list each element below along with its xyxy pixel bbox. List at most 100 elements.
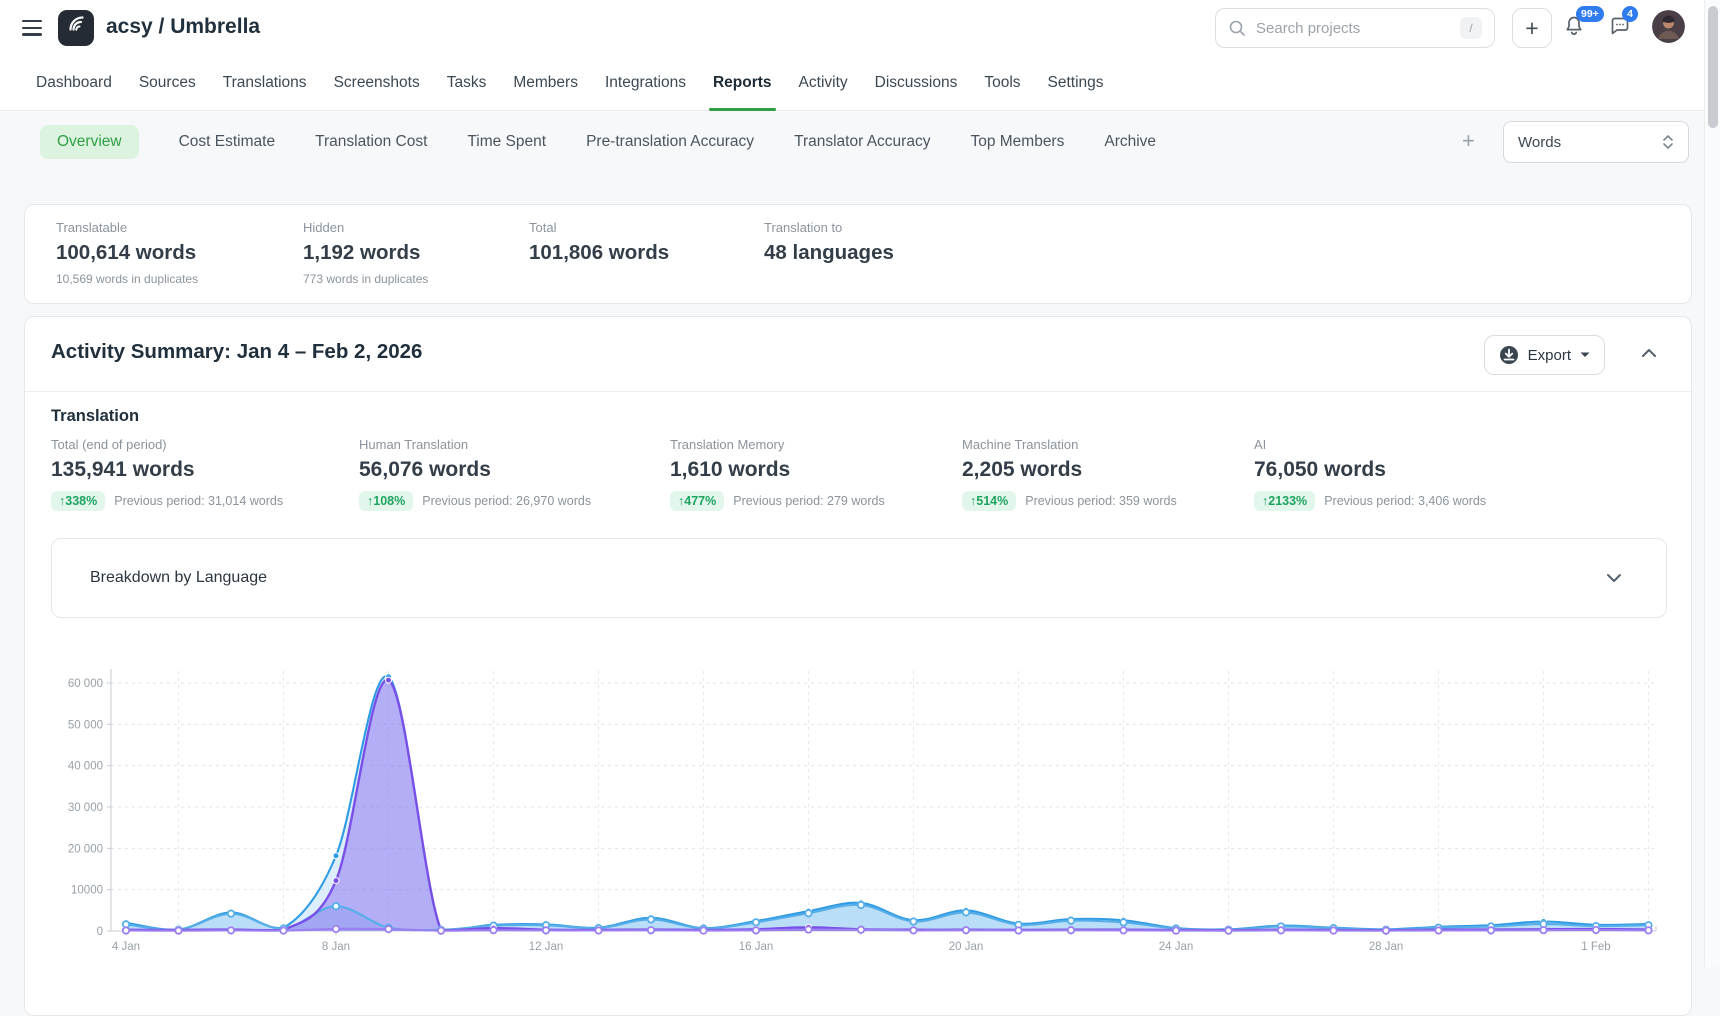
trend-badge: ↑477% xyxy=(670,491,725,511)
nav-tab-tasks[interactable]: Tasks xyxy=(446,74,487,91)
nav-tab-settings[interactable]: Settings xyxy=(1047,74,1104,91)
unit-selector-value: Words xyxy=(1518,133,1562,151)
svg-text:50 000: 50 000 xyxy=(68,719,103,731)
export-button[interactable]: Export xyxy=(1483,335,1605,375)
search-icon xyxy=(1229,20,1245,36)
nav-tab-activity[interactable]: Activity xyxy=(798,74,848,91)
metric-trend-row: ↑2133% Previous period: 3,406 words xyxy=(1254,491,1486,511)
metric-trend-row: ↑338% Previous period: 31,014 words xyxy=(51,491,359,511)
svg-text:60 000: 60 000 xyxy=(68,678,103,690)
metric-label: AI xyxy=(1254,437,1267,452)
activity-summary-card: Activity Summary: Jan 4 – Feb 2, 2026 Ex… xyxy=(24,316,1692,1016)
stat-value: 1,192 words xyxy=(303,241,421,264)
metric-label: Human Translation xyxy=(359,437,469,452)
scrollbar-thumb[interactable] xyxy=(1708,6,1718,128)
unit-selector[interactable]: Words xyxy=(1503,121,1689,163)
search-projects-box[interactable]: / xyxy=(1215,8,1495,48)
svg-text:12 Jan: 12 Jan xyxy=(529,941,564,953)
search-input[interactable] xyxy=(1256,19,1460,37)
breakdown-by-language-toggle[interactable]: Breakdown by Language xyxy=(51,538,1667,618)
metric-value: 135,941 words xyxy=(51,458,195,481)
user-avatar[interactable] xyxy=(1652,10,1685,43)
metric-machine-translation: Machine Translation 2,205 words ↑514% Previ… xyxy=(962,437,1254,511)
nav-tab-members[interactable]: Members xyxy=(513,74,578,91)
subtab-translation-cost[interactable]: Translation Cost xyxy=(315,133,428,150)
svg-text:16 Jan: 16 Jan xyxy=(739,941,774,953)
page-title: acsy / Umbrella xyxy=(106,15,261,38)
page-scrollbar xyxy=(1704,0,1720,967)
activity-summary-title: Activity Summary: Jan 4 – Feb 2, 2026 xyxy=(51,340,423,363)
stat-value: 48 languages xyxy=(764,241,894,264)
svg-text:1 Feb: 1 Feb xyxy=(1581,941,1610,953)
svg-text:4 Jan: 4 Jan xyxy=(112,941,140,953)
stat-label: Translatable xyxy=(56,220,128,235)
notifications-button[interactable]: 99+ xyxy=(1562,6,1604,42)
metric-human-translation: Human Translation 56,076 words ↑108% Previo… xyxy=(359,437,670,511)
metric-label: Total (end of period) xyxy=(51,437,167,452)
summary-stat-translation-to: Translation to 48 languages xyxy=(764,220,894,303)
metric-label: Translation Memory xyxy=(670,437,785,452)
messages-button[interactable]: 4 xyxy=(1608,6,1638,42)
metric-trend-row: ↑108% Previous period: 26,970 words xyxy=(359,491,670,511)
hamburger-menu-icon[interactable] xyxy=(22,20,42,36)
notifications-badge: 99+ xyxy=(1576,6,1604,22)
svg-text:24 Jan: 24 Jan xyxy=(1159,941,1194,953)
create-project-button[interactable]: + xyxy=(1512,8,1552,48)
chevron-down-icon xyxy=(1607,574,1621,582)
svg-text:0: 0 xyxy=(97,926,103,938)
slash-shortcut-badge: / xyxy=(1460,17,1482,39)
add-report-button[interactable]: + xyxy=(1462,128,1475,153)
nav-tab-dashboard[interactable]: Dashboard xyxy=(36,74,112,91)
metric-value: 1,610 words xyxy=(670,458,791,481)
chevron-up-icon xyxy=(1642,349,1656,357)
nav-tab-translations[interactable]: Translations xyxy=(222,74,307,91)
breakdown-label: Breakdown by Language xyxy=(90,569,268,586)
word-count-summary-card: Translatable 100,614 words 10,569 words in… xyxy=(24,204,1692,304)
previous-period-text: Previous period: 359 words xyxy=(1025,494,1177,508)
activity-line-chart: 0 10000 20 000 30 000 40 000 50 000 60 000 4 Ja… xyxy=(68,669,1657,953)
metric-value: 56,076 words xyxy=(359,458,491,481)
logo-swirl-icon xyxy=(69,16,84,31)
subtab-pre-translation-accuracy[interactable]: Pre-translation Accuracy xyxy=(586,133,755,150)
trend-badge: ↑514% xyxy=(962,491,1017,511)
metric-value: 2,205 words xyxy=(962,458,1083,481)
collapse-section-button[interactable] xyxy=(1641,345,1657,363)
previous-period-text: Previous period: 3,406 words xyxy=(1324,494,1487,508)
messages-badge: 4 xyxy=(1622,6,1638,22)
nav-tab-reports[interactable]: Reports xyxy=(708,56,776,111)
nav-tab-screenshots[interactable]: Screenshots xyxy=(333,74,420,91)
nav-tab-tools[interactable]: Tools xyxy=(984,74,1021,91)
reports-subtabs: Overview Cost Estimate Translation Cost Tim… xyxy=(0,118,1720,166)
subtab-top-members[interactable]: Top Members xyxy=(970,133,1065,150)
subtab-time-spent[interactable]: Time Spent xyxy=(467,133,547,150)
subtab-archive[interactable]: Archive xyxy=(1104,133,1157,150)
project-nav-tabs: Dashboard Sources Translations Screenshots T… xyxy=(0,56,1720,111)
trend-badge: ↑108% xyxy=(359,491,414,511)
previous-period-text: Previous period: 31,014 words xyxy=(114,494,284,508)
summary-stat-hidden: Hidden 1,192 words 773 words in duplicates xyxy=(303,220,529,303)
metric-trend-row: ↑477% Previous period: 279 words xyxy=(670,491,962,511)
summary-stat-total: Total 101,806 words xyxy=(529,220,764,303)
subtab-translator-accuracy[interactable]: Translator Accuracy xyxy=(794,133,931,150)
stat-value: 100,614 words xyxy=(56,241,197,264)
trend-badge: ↑338% xyxy=(51,491,106,511)
project-logo[interactable] xyxy=(58,10,94,46)
metric-label: Machine Translation xyxy=(962,437,1079,452)
previous-period-text: Previous period: 279 words xyxy=(733,494,885,508)
metric-ai: AI 76,050 words ↑2133% Previous period: 3,4… xyxy=(1254,437,1486,511)
export-label: Export xyxy=(1527,346,1571,364)
svg-text:40 000: 40 000 xyxy=(68,761,103,773)
svg-text:20 Jan: 20 Jan xyxy=(949,941,984,953)
subtab-overview[interactable]: Overview xyxy=(40,125,139,159)
nav-tab-sources[interactable]: Sources xyxy=(138,74,196,91)
summary-stat-translatable: Translatable 100,614 words 10,569 words in… xyxy=(56,220,303,303)
nav-tab-integrations[interactable]: Integrations xyxy=(604,74,686,91)
stat-value: 101,806 words xyxy=(529,241,670,264)
stat-label: Translation to xyxy=(764,220,843,235)
export-download-icon xyxy=(1499,346,1518,364)
subtab-cost-estimate[interactable]: Cost Estimate xyxy=(178,133,276,150)
stat-label: Total xyxy=(529,220,557,235)
nav-tab-discussions[interactable]: Discussions xyxy=(874,74,958,91)
stat-note: 773 words in duplicates xyxy=(303,272,429,286)
stat-note: 10,569 words in duplicates xyxy=(56,272,199,286)
